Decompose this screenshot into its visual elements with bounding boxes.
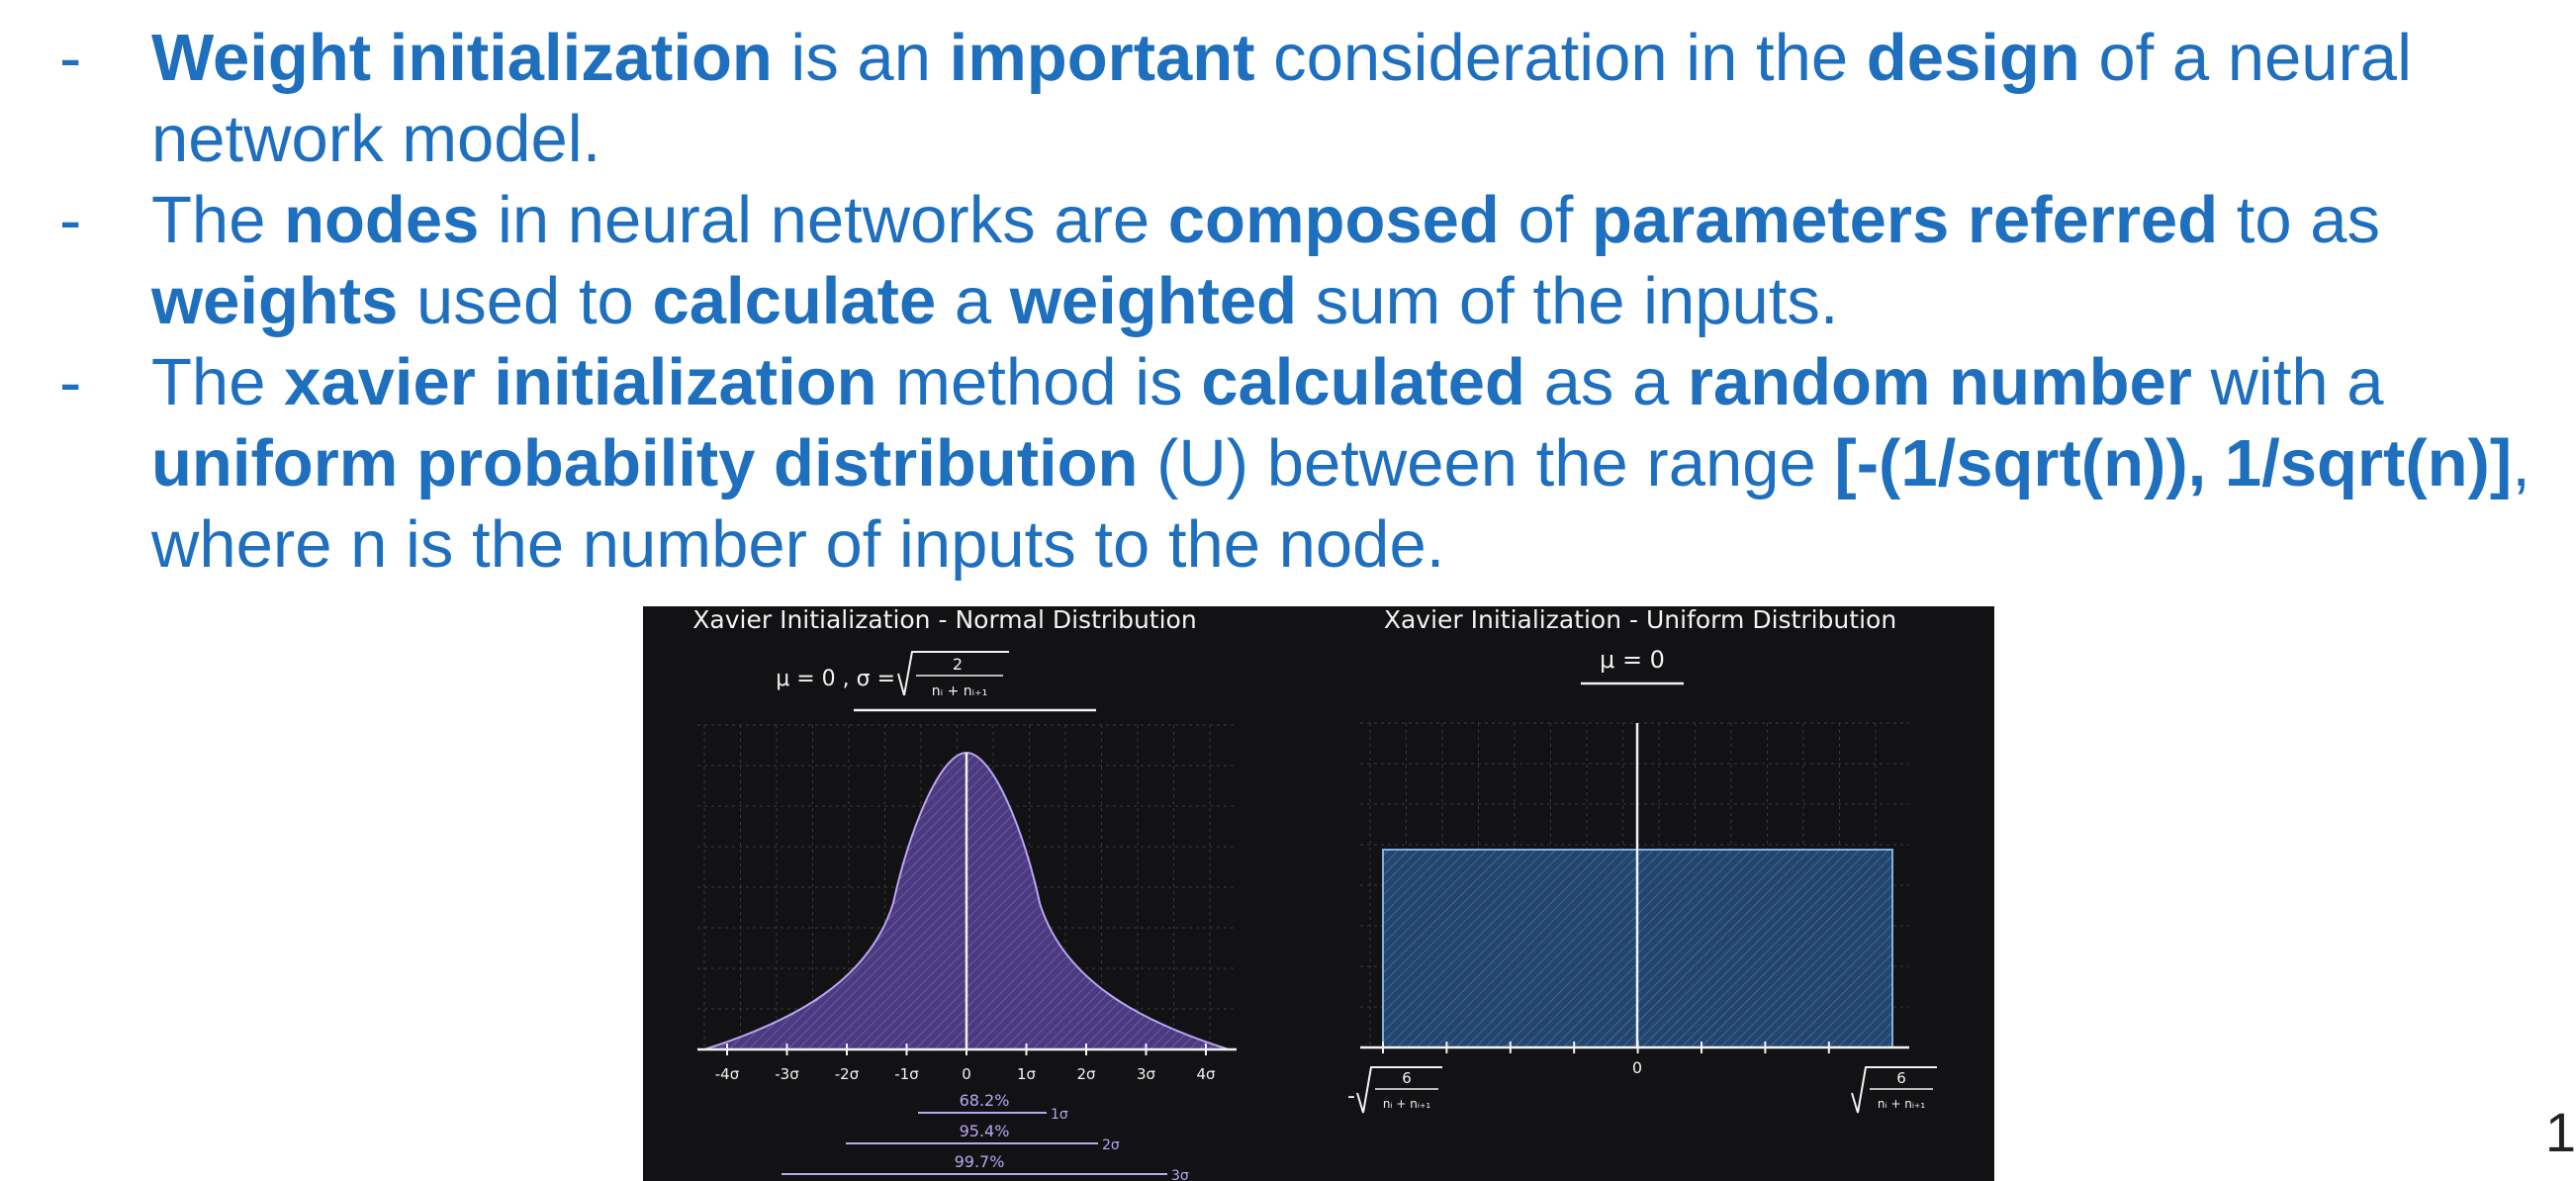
bullet-weight-init: - Weight initialization is an important … (0, 18, 2576, 180)
tick-label: -4σ (715, 1065, 740, 1083)
bullet-list: - Weight initialization is an important … (0, 18, 2576, 586)
span-1-label: 1σ (1051, 1107, 1068, 1123)
bullet-marker: - (59, 183, 82, 257)
text-run: with a (2191, 345, 2384, 419)
pct-68-label: 68.2% (960, 1091, 1010, 1110)
text-run: The (151, 345, 285, 419)
bullet-xavier: - The xavier initialization method is ca… (0, 342, 2576, 586)
text-run: in neural networks are (479, 183, 1168, 257)
bold-text: design (1866, 21, 2080, 95)
text-run: as a (1524, 345, 1688, 419)
bold-text: important (949, 21, 1255, 95)
normal-ticks: -4σ -3σ -2σ -1σ 0 1σ 2σ 3σ 4σ (715, 1044, 1216, 1083)
bold-text: [-(1/sqrt(n)), 1/sqrt(n)] (1834, 426, 2513, 500)
tick-label: 1σ (1017, 1065, 1037, 1083)
uniform-mu: μ = 0 (1600, 646, 1665, 674)
text-run: (U) between the range (1138, 426, 1835, 500)
lower-den: nᵢ + nᵢ₊₁ (1383, 1097, 1431, 1111)
bold-text: calculate (652, 264, 937, 338)
xavier-distribution-figure: Xavier Initialization - Normal Distribut… (643, 606, 1994, 1181)
uniform-zero-label: 0 (1632, 1058, 1642, 1077)
text-run: of a neural network model. (151, 21, 2412, 176)
upper-sqrt-sign (1851, 1066, 1937, 1114)
normal-mu-sigma: μ = 0 , σ = (776, 667, 895, 691)
tick-label: -1σ (894, 1065, 919, 1083)
lower-num: 6 (1402, 1069, 1412, 1087)
text-run: method is (876, 345, 1202, 419)
bold-text: calculated (1201, 345, 1525, 419)
tick-label: 0 (962, 1065, 971, 1083)
tick-label: 3σ (1137, 1065, 1156, 1083)
text-run: to as (2218, 183, 2380, 257)
bullet-marker: - (59, 21, 82, 95)
tick-label: 2σ (1076, 1065, 1096, 1083)
span-3-label: 3σ (1171, 1168, 1189, 1181)
text-run: a (936, 264, 1010, 338)
text-run: is an (772, 21, 950, 95)
bold-text: parameters referred (1591, 183, 2219, 257)
uniform-ticks (1382, 1042, 1830, 1053)
figure-svg: Xavier Initialization - Normal Distribut… (692, 606, 1937, 1181)
bold-text: uniform probability distribution (151, 426, 1139, 500)
pct-95-label: 95.4% (960, 1122, 1010, 1140)
text-run: sum of the inputs. (1297, 264, 1839, 338)
bold-text: weighted (1009, 264, 1298, 338)
uniform-title: Xavier Initialization - Uniform Distribu… (1384, 606, 1896, 634)
tick-label: 4σ (1196, 1065, 1216, 1083)
bold-text: xavier initialization (284, 345, 877, 419)
text-run: used to (398, 264, 653, 338)
text-run: The (151, 183, 285, 257)
bold-text: Weight initialization (151, 21, 773, 95)
bold-text: random number (1687, 345, 2192, 419)
upper-den: nᵢ + nᵢ₊₁ (1878, 1097, 1926, 1111)
bullet-marker: - (59, 345, 82, 419)
lower-sqrt-sign (1356, 1066, 1442, 1114)
bullet-text: Weight initialization is an important co… (151, 21, 2412, 176)
tick-label: -3σ (775, 1065, 799, 1083)
bold-text: composed (1167, 183, 1500, 257)
tick-label: -2σ (835, 1065, 860, 1083)
bold-text: weights (151, 264, 399, 338)
upper-num: 6 (1896, 1069, 1906, 1087)
bullet-nodes: - The nodes in neural networks are compo… (0, 180, 2576, 342)
span-2-label: 2σ (1102, 1137, 1120, 1153)
page-number: 1 (2544, 1101, 2576, 1163)
normal-title: Xavier Initialization - Normal Distribut… (692, 606, 1196, 634)
pct-99-label: 99.7% (955, 1152, 1005, 1171)
bullet-text: The nodes in neural networks are compose… (151, 183, 2380, 338)
text-run: , where n is the number of inputs to the… (151, 426, 2530, 582)
normal-sigma-num: 2 (953, 655, 963, 674)
sqrt-sign (897, 651, 1009, 696)
normal-sigma-den: nᵢ + nᵢ₊₁ (932, 683, 987, 699)
lower-bound-minus: - (1347, 1084, 1355, 1109)
bullet-text: The xavier initialization method is calc… (151, 345, 2530, 582)
bold-text: nodes (284, 183, 480, 257)
text-run: of (1499, 183, 1592, 257)
text-run: consideration in the (1254, 21, 1867, 95)
